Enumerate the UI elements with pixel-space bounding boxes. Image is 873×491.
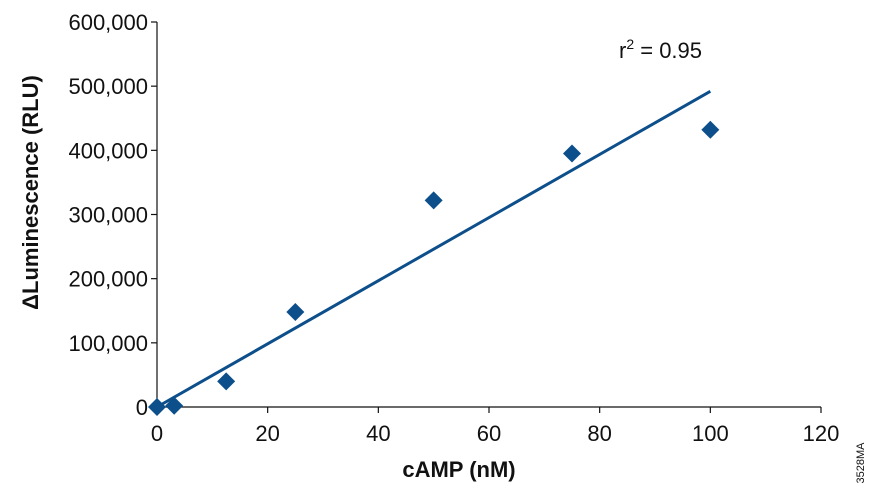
x-tick-label: 0 xyxy=(151,421,163,446)
data-point-diamond xyxy=(165,396,184,415)
y-tick-label: 600,000 xyxy=(68,10,148,35)
y-tick-label: 300,000 xyxy=(68,203,148,228)
r-squared-superscript: 2 xyxy=(626,36,634,52)
x-tick-label: 60 xyxy=(477,421,501,446)
data-point-diamond xyxy=(563,144,581,163)
x-axis-title: cAMP (nM) xyxy=(402,457,515,482)
fit-line xyxy=(156,89,712,409)
figure-code: 3528MA xyxy=(855,442,867,484)
y-tick-label: 200,000 xyxy=(68,267,148,292)
r-squared-annotation: r2 = 0.95 xyxy=(619,36,702,63)
x-tick-label: 120 xyxy=(803,421,840,446)
r-squared-base: r xyxy=(619,38,626,63)
y-tick-label: 0 xyxy=(136,395,148,420)
y-tick-label: 500,000 xyxy=(68,74,148,99)
r-squared-value: = 0.95 xyxy=(634,38,702,63)
x-tick-label: 40 xyxy=(366,421,390,446)
data-point-diamond xyxy=(424,191,443,210)
y-ticks: 0 100,000 200,000 300,000 400,000 500,000 600,… xyxy=(68,10,157,420)
data-point-diamond xyxy=(148,398,166,416)
data-points xyxy=(148,120,720,416)
y-tick-label: 100,000 xyxy=(68,331,148,356)
data-point-diamond xyxy=(217,372,236,391)
y-axis-title: ΔLuminescence (RLU) xyxy=(18,75,43,310)
data-point-diamond xyxy=(701,120,720,139)
x-tick-label: 80 xyxy=(587,421,611,446)
data-point-diamond xyxy=(286,303,305,322)
x-ticks: 0 20 40 60 80 100 120 xyxy=(151,407,839,446)
y-tick-label: 400,000 xyxy=(68,138,148,163)
x-tick-label: 100 xyxy=(692,421,729,446)
x-tick-label: 20 xyxy=(255,421,279,446)
